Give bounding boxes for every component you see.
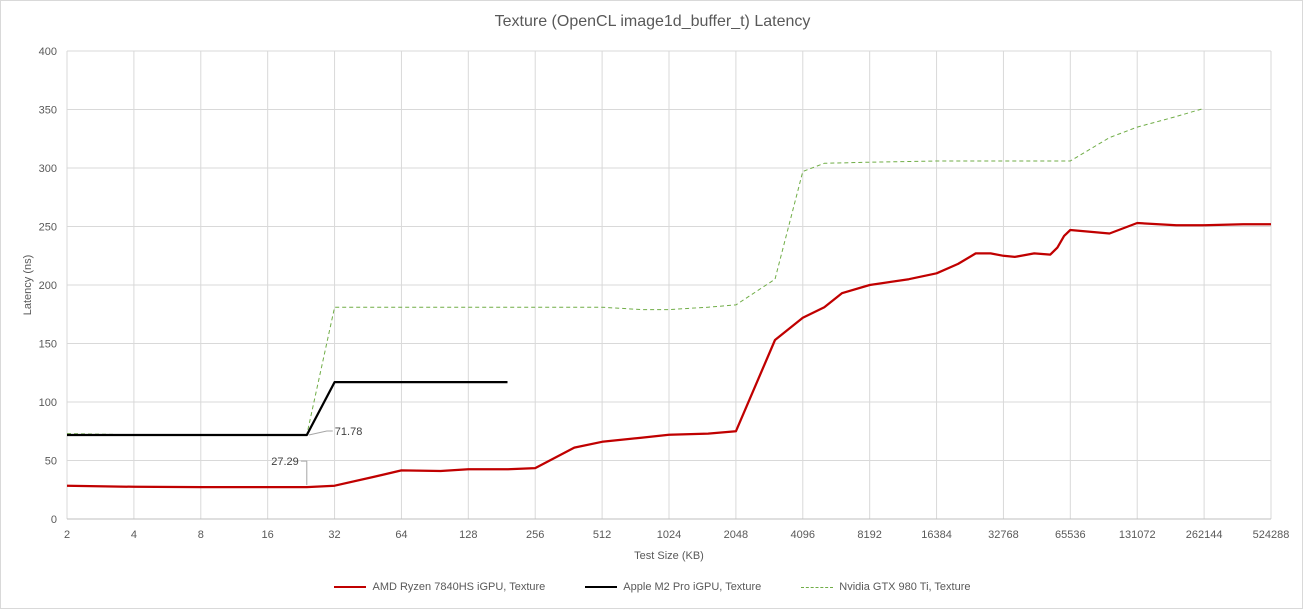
legend-label: Nvidia GTX 980 Ti, Texture — [839, 581, 971, 593]
x-tick-label: 4 — [131, 529, 137, 541]
x-tick-label: 128 — [459, 529, 477, 541]
legend: AMD Ryzen 7840HS iGPU, Texture Apple M2 P… — [1, 581, 1303, 593]
series-group — [66, 107, 1271, 489]
y-tick-label: 250 — [39, 222, 57, 234]
x-axis-title: Test Size (KB) — [634, 550, 704, 562]
x-tick-label: 32 — [328, 529, 340, 541]
annotation-leader — [300, 460, 308, 486]
x-tick-label: 16 — [262, 529, 274, 541]
legend-label: Apple M2 Pro iGPU, Texture — [623, 581, 762, 593]
x-tick-label: 512 — [593, 529, 611, 541]
y-tick-label: 300 — [39, 163, 57, 175]
y-tick-label: 50 — [45, 456, 57, 468]
x-tick-label: 32768 — [988, 529, 1019, 541]
x-tick-label: 262144 — [1186, 529, 1223, 541]
legend-item-1: Apple M2 Pro iGPU, Texture — [585, 581, 761, 593]
x-tick-label: 16384 — [921, 529, 952, 541]
legend-item-2: Nvidia GTX 980 Ti, Texture — [801, 581, 971, 593]
x-tick-label: 8 — [198, 529, 204, 541]
x-tick-label: 4096 — [791, 529, 815, 541]
x-tick-label: 65536 — [1055, 529, 1086, 541]
x-tick-label: 8192 — [857, 529, 881, 541]
y-tick-labels: 0 50 100 150 200 250 300 350 400 — [39, 46, 57, 526]
chart-title: Texture (OpenCL image1d_buffer_t) Latenc… — [494, 13, 811, 30]
x-tick-label: 524288 — [1253, 529, 1290, 541]
series-line-2 — [66, 107, 1205, 436]
x-tick-label: 2048 — [724, 529, 748, 541]
annotation-leader — [308, 430, 333, 436]
x-tick-labels: 2 4 8 16 32 64 128 256 512 1024 2048 4096 8192 16384 3… — [64, 529, 1289, 541]
annotation-label: 27.29 — [271, 456, 299, 468]
x-tick-label: 131072 — [1119, 529, 1156, 541]
series-line-1 — [67, 380, 508, 437]
annotations: 71.78 27.29 — [271, 426, 363, 486]
x-tick-label: 256 — [526, 529, 544, 541]
horizontal-gridlines — [67, 50, 1271, 520]
x-tick-label: 1024 — [657, 529, 681, 541]
series-line-0 — [66, 221, 1271, 489]
y-axis-title: Latency (ns) — [22, 255, 34, 316]
y-tick-label: 150 — [39, 339, 57, 351]
legend-swatch — [334, 586, 367, 588]
legend-swatch — [801, 586, 834, 588]
legend-swatch — [585, 586, 618, 588]
x-tick-label: 2 — [64, 529, 70, 541]
y-tick-label: 100 — [39, 397, 57, 409]
y-tick-label: 400 — [39, 46, 57, 58]
legend-label: AMD Ryzen 7840HS iGPU, Texture — [372, 581, 546, 593]
y-tick-label: 0 — [51, 514, 57, 526]
legend-item-0: AMD Ryzen 7840HS iGPU, Texture — [334, 581, 545, 593]
y-tick-label: 200 — [39, 280, 57, 292]
y-tick-label: 350 — [39, 105, 57, 117]
x-tick-label: 64 — [395, 529, 407, 541]
annotation-label: 71.78 — [335, 426, 363, 438]
